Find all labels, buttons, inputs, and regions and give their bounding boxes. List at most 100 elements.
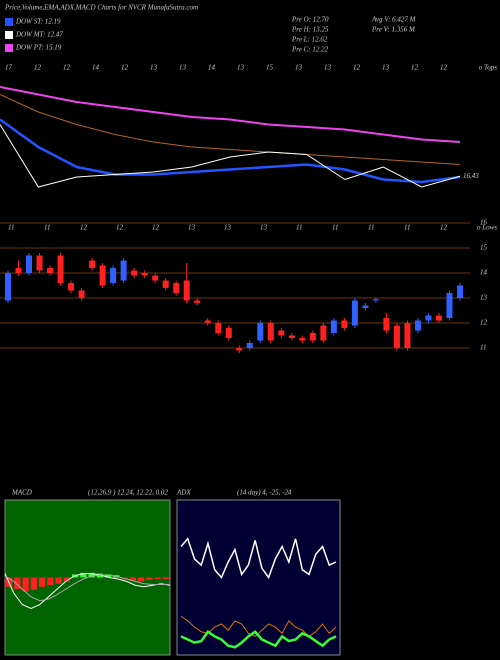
candle-body <box>204 320 211 323</box>
adx-line <box>180 537 337 580</box>
candle-body <box>425 315 432 321</box>
hist-bar <box>129 577 136 581</box>
candle-body <box>446 293 453 318</box>
macd-line <box>4 573 171 610</box>
panel-bg <box>176 499 341 656</box>
adx-line <box>180 630 337 649</box>
candle-body <box>330 320 337 333</box>
panel-subtitle: (14 day) 4, -25, -24 <box>237 489 292 497</box>
legend-swatch <box>5 18 13 26</box>
candle-body <box>309 333 316 341</box>
hist-bar <box>14 577 21 590</box>
candle-body <box>47 268 54 273</box>
last-price: 16.43 <box>463 172 479 180</box>
hist-bar <box>55 577 62 584</box>
date-label: 12 <box>152 224 160 232</box>
candle-body <box>435 315 442 321</box>
candle-body <box>320 325 327 341</box>
candle-body <box>414 320 421 331</box>
candle-body <box>36 255 43 271</box>
candle-body <box>225 328 232 338</box>
macd-line <box>4 574 170 602</box>
stat: Avg V: 6.427 M <box>371 16 417 24</box>
stat: Pre V: 1.356 M <box>371 26 416 34</box>
date-label: 14 <box>92 64 100 72</box>
ema-line <box>0 86 461 143</box>
date-label: 13 <box>295 64 303 72</box>
date-label: 12 <box>34 64 42 72</box>
date-label: 12 <box>121 64 129 72</box>
y-tick-label: 12 <box>480 319 488 327</box>
candle-body <box>341 320 348 328</box>
date-label: 12 <box>116 224 124 232</box>
candle-body <box>120 260 127 281</box>
corner-label: o Tops <box>479 64 498 72</box>
hist-bar <box>39 577 46 587</box>
y-tick-label: 15 <box>480 244 488 252</box>
date-label: 13 <box>260 224 268 232</box>
panel-title: MACD <box>11 489 32 497</box>
date-label: 12 <box>411 64 419 72</box>
candle-body <box>99 265 106 286</box>
candle-body <box>152 275 159 281</box>
candle-body <box>383 318 390 331</box>
candle-body <box>89 260 96 268</box>
page-title: Price,Volume,EMA,ADX,MACD Charts for NVC… <box>4 4 198 12</box>
panel-subtitle: (12,26,9 ) 12.24, 12.22, 0.02 <box>88 489 168 497</box>
candle-body <box>278 330 285 336</box>
date-label: 15 <box>266 64 274 72</box>
candle-body <box>110 268 117 283</box>
stat: Pre H: 13.25 <box>291 26 329 34</box>
date-label: 11 <box>44 224 50 232</box>
hist-bar <box>162 577 169 580</box>
candle-body <box>68 283 75 291</box>
hist-bar <box>146 577 153 580</box>
date-label: 13 <box>150 64 158 72</box>
candle-body <box>372 299 379 301</box>
candle-body <box>457 285 463 298</box>
candle-body <box>393 325 400 348</box>
ema-line <box>0 124 461 188</box>
candle-body <box>141 273 148 276</box>
candle-body <box>267 323 274 341</box>
y-tick-label: 14 <box>480 269 488 277</box>
hist-bar <box>88 572 95 578</box>
hist-bar <box>63 577 70 582</box>
candle-body <box>78 290 85 298</box>
date-label: 13 <box>179 64 187 72</box>
hist-bar <box>105 574 112 578</box>
candle-body <box>131 270 138 276</box>
hist-bar <box>22 577 29 592</box>
date-label: 13 <box>382 64 390 72</box>
date-label: 12 <box>80 224 88 232</box>
date-label: 14 <box>208 64 216 72</box>
date-label: 13 <box>237 64 245 72</box>
candle-body <box>57 255 64 283</box>
hist-bar <box>30 577 37 590</box>
date-label: 12 <box>440 64 448 72</box>
candle-body <box>26 255 33 273</box>
candle-body <box>215 323 222 333</box>
legend-swatch <box>5 44 13 52</box>
date-label: 11 <box>8 224 14 232</box>
legend-swatch <box>5 31 13 39</box>
y-tick-label: 11 <box>480 344 486 352</box>
candle-body <box>288 335 295 338</box>
candle-body <box>194 300 201 303</box>
legend-label: DOW PT: 15.19 <box>15 44 62 52</box>
candle-body <box>162 280 169 288</box>
candle-body <box>183 280 190 301</box>
hist-bar <box>80 572 87 578</box>
date-label: 13 <box>324 64 332 72</box>
candle-body <box>5 273 11 301</box>
ema-line <box>0 94 461 165</box>
stat: Pre O: 12.70 <box>291 16 329 24</box>
hist-bar <box>138 577 145 582</box>
candle-body <box>404 323 411 348</box>
candle-body <box>351 300 358 326</box>
candle-body <box>362 305 369 308</box>
y-tick-label: 13 <box>480 294 488 302</box>
y-tick-label: 16 <box>480 219 488 227</box>
candle-body <box>246 343 253 348</box>
